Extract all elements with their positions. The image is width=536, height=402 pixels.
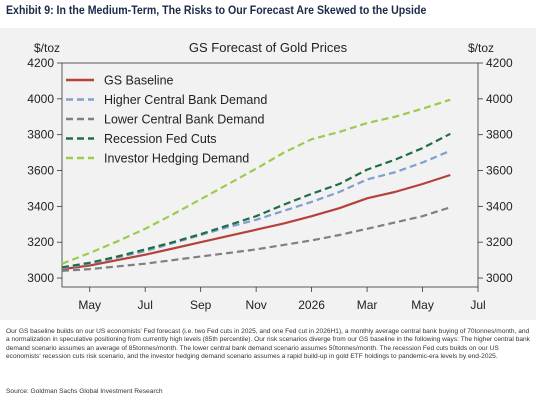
y-tick-label-right: 3800 xyxy=(486,128,513,142)
x-tick-label: May xyxy=(78,298,101,312)
legend-label-2: Lower Central Bank Demand xyxy=(104,113,265,127)
chart-frame: GS Forecast of Gold Prices $/toz $/toz 3… xyxy=(0,28,536,320)
x-tick-label: Jul xyxy=(138,298,153,312)
legend-label-3: Recession Fed Cuts xyxy=(104,132,217,146)
series-line-1 xyxy=(61,149,451,270)
legend-label-0: GS Baseline xyxy=(104,74,174,88)
x-tick-label: Jul xyxy=(470,298,485,312)
y-axis-label-left: $/toz xyxy=(34,41,60,55)
chart-title: GS Forecast of Gold Prices xyxy=(189,40,348,55)
x-tick-label: Sep xyxy=(190,298,212,312)
x-tick-label: May xyxy=(411,298,434,312)
y-tick-label-left: 3800 xyxy=(27,128,54,142)
legend-label-4: Investor Hedging Demand xyxy=(104,152,249,166)
y-tick-label-right: 4200 xyxy=(486,56,513,70)
legend-label-1: Higher Central Bank Demand xyxy=(104,93,267,107)
plot-frame xyxy=(61,62,479,288)
y-tick-label-left: 4200 xyxy=(27,56,54,70)
x-tick-label: Mar xyxy=(357,298,378,312)
y-axis-label-right: $/toz xyxy=(468,41,494,55)
y-tick-label-right: 3600 xyxy=(486,164,513,178)
exhibit-title: Exhibit 9: In the Medium-Term, The Risks… xyxy=(6,5,427,17)
gold-price-chart: GS Forecast of Gold Prices $/toz $/toz 3… xyxy=(27,40,513,312)
series-line-4 xyxy=(61,98,451,265)
y-tick-label-right: 3400 xyxy=(486,199,513,213)
y-tick-label-left: 3000 xyxy=(27,271,54,285)
series-lines xyxy=(61,98,451,272)
legend: GS Baseline Higher Central Bank Demand Low… xyxy=(66,74,267,166)
y-tick-label-left: 3600 xyxy=(27,164,54,178)
series-line-3 xyxy=(61,132,451,269)
y-tick-label-left: 3200 xyxy=(27,235,54,249)
source-note: Source: Goldman Sachs Global Investment … xyxy=(6,388,163,395)
axes: 3000 3000 3200 3200 3400 3400 3600 3600 3800 3800… xyxy=(27,56,513,312)
series-line-0 xyxy=(61,173,451,271)
x-tick-label: 2026 xyxy=(298,298,325,312)
x-tick-label: Nov xyxy=(245,298,266,312)
y-tick-label-left: 4000 xyxy=(27,92,54,106)
y-tick-label-right: 4000 xyxy=(486,92,513,106)
chart-footnote: Our GS baseline builds on our US economi… xyxy=(6,328,530,361)
y-tick-label-left: 3400 xyxy=(27,199,54,213)
y-tick-label-right: 3200 xyxy=(486,235,513,249)
y-tick-label-right: 3000 xyxy=(486,271,513,285)
